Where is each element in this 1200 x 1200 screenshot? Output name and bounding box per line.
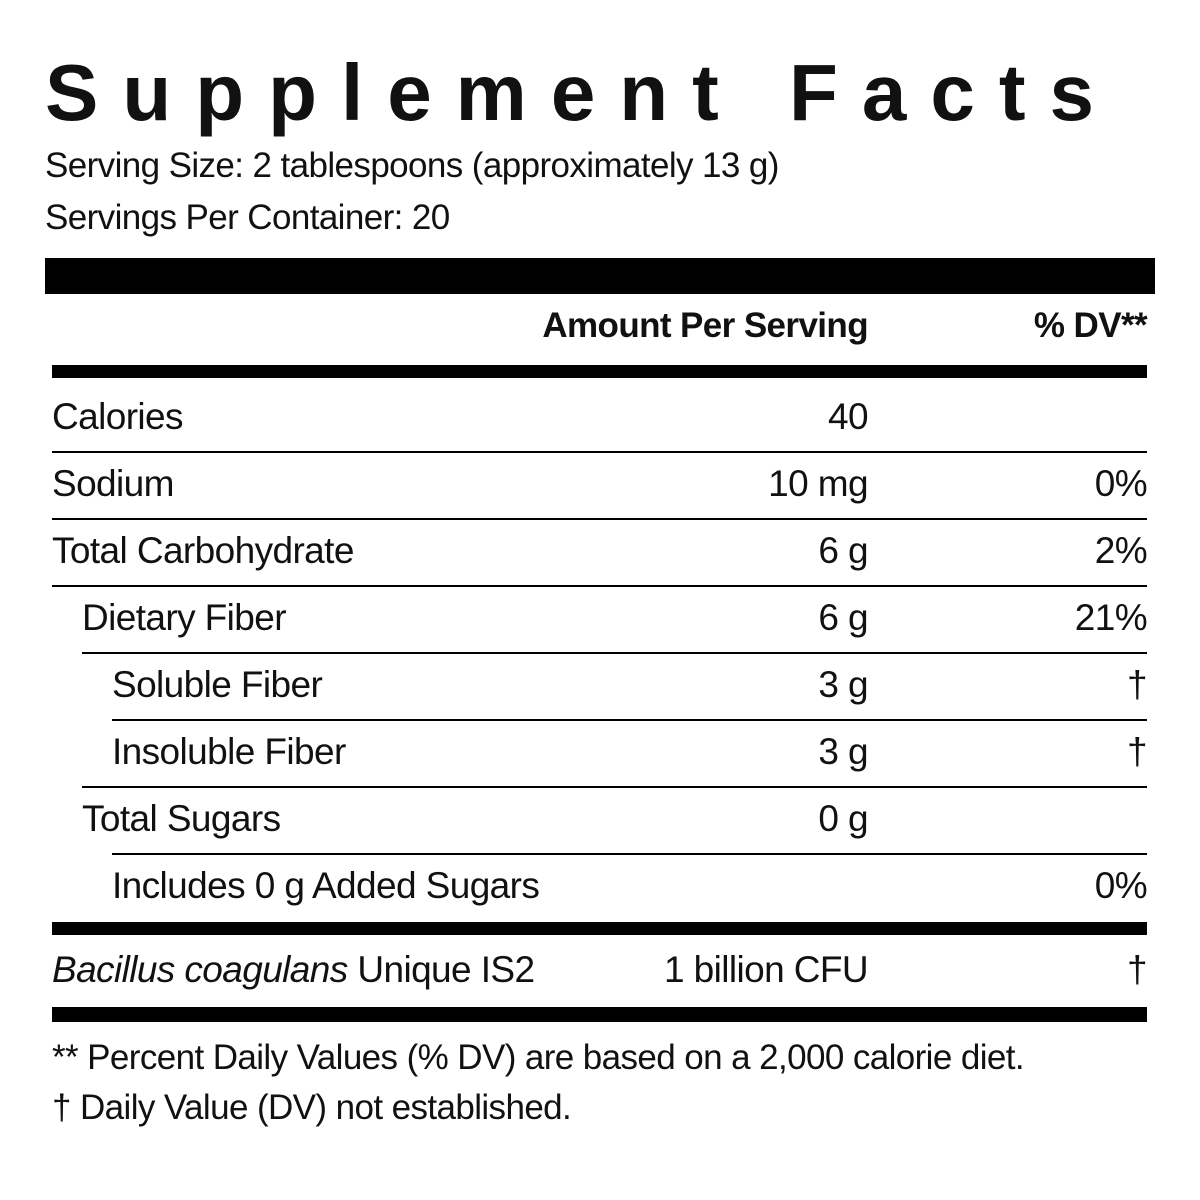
- nutrient-dv: 21%: [1074, 597, 1148, 638]
- nutrient-amount: 3 g: [818, 731, 868, 772]
- nutrient-name: Calories: [52, 396, 184, 437]
- footnote: ** Percent Daily Values (% DV) are based…: [52, 1038, 1025, 1077]
- nutrient-dv: 2%: [1094, 530, 1148, 571]
- row-rule: [112, 853, 1147, 855]
- row-rule: [82, 786, 1147, 788]
- nutrient-name: Sodium: [52, 463, 174, 504]
- header-rule: [52, 365, 1147, 378]
- section-rule: [52, 922, 1147, 935]
- amount-header: Amount Per Serving: [542, 306, 868, 345]
- nutrient-amount: 40: [828, 396, 869, 437]
- row-rule: [52, 451, 1147, 453]
- title: Supplement Facts: [45, 48, 1119, 137]
- nutrient-name: Includes 0 g Added Sugars: [112, 865, 540, 906]
- row-rule: [52, 585, 1147, 587]
- nutrient-amount: 6 g: [818, 597, 868, 638]
- nutrient-amount: 6 g: [818, 530, 868, 571]
- nutrient-dv: 0%: [1094, 463, 1148, 504]
- footnote: † Daily Value (DV) not established.: [52, 1088, 572, 1127]
- probiotic-name: Bacillus coagulans Unique IS2: [52, 948, 535, 992]
- row-rule: [52, 518, 1147, 520]
- nutrient-name: Total Sugars: [82, 798, 281, 839]
- dv-header: % DV**: [1033, 306, 1148, 345]
- nutrient-name: Insoluble Fiber: [112, 731, 346, 772]
- row-rule: [82, 652, 1147, 654]
- bottom-rule: [52, 1007, 1147, 1022]
- nutrient-amount: 10 mg: [768, 463, 868, 504]
- servings-per-container: Servings Per Container: 20: [45, 198, 450, 237]
- nutrient-name: Total Carbohydrate: [52, 530, 354, 571]
- probiotic-species: Bacillus coagulans: [52, 949, 348, 990]
- nutrient-amount: 3 g: [818, 664, 868, 705]
- nutrient-dv: †: [1127, 731, 1148, 772]
- row-rule: [112, 719, 1147, 721]
- nutrient-amount: 0 g: [818, 798, 868, 839]
- top-bar: [45, 258, 1155, 294]
- nutrient-dv: †: [1127, 664, 1148, 705]
- probiotic-strain: Unique IS2: [357, 949, 535, 990]
- serving-size: Serving Size: 2 tablespoons (approximate…: [45, 146, 779, 185]
- probiotic-dv: †: [1127, 949, 1148, 990]
- nutrient-name: Soluble Fiber: [112, 664, 323, 705]
- nutrient-dv: 0%: [1094, 865, 1148, 906]
- nutrient-name: Dietary Fiber: [82, 597, 287, 638]
- probiotic-amount: 1 billion CFU: [664, 949, 869, 990]
